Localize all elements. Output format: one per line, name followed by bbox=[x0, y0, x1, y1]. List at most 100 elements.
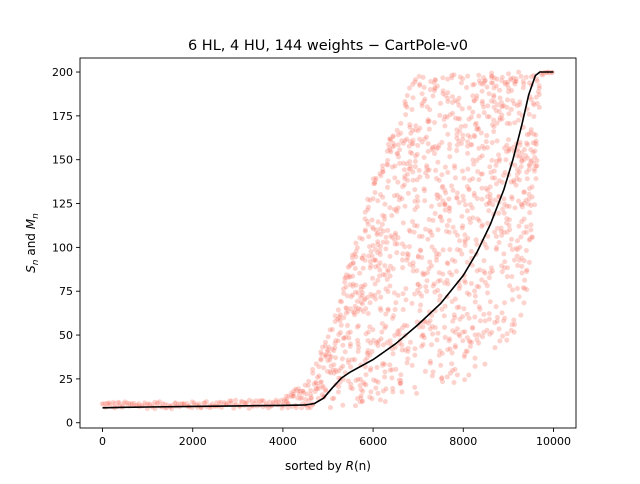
scatter-point bbox=[483, 138, 490, 145]
scatter-point bbox=[385, 141, 392, 148]
scatter-point bbox=[473, 157, 480, 164]
scatter-point bbox=[404, 171, 411, 177]
scatter-point bbox=[401, 166, 408, 173]
scatter-point bbox=[528, 221, 534, 228]
scatter-point bbox=[399, 264, 406, 271]
scatter-point bbox=[421, 135, 428, 142]
scatter-point bbox=[384, 162, 391, 168]
scatter-point bbox=[350, 281, 357, 287]
scatter-point bbox=[501, 229, 507, 236]
scatter-point bbox=[370, 225, 377, 232]
scatter-point bbox=[464, 150, 471, 157]
scatter-point bbox=[379, 194, 386, 200]
scatter-point bbox=[467, 141, 474, 148]
scatter-point bbox=[411, 229, 418, 235]
scatter-point bbox=[442, 123, 448, 129]
scatter-point bbox=[366, 352, 373, 358]
scatter-point bbox=[480, 311, 487, 318]
scatter-point bbox=[471, 81, 478, 88]
scatter-point bbox=[456, 95, 462, 101]
scatter-point bbox=[449, 93, 456, 100]
scatter-point bbox=[362, 305, 369, 312]
scatter-point bbox=[409, 300, 415, 307]
scatter-point bbox=[519, 263, 525, 270]
scatter-point bbox=[512, 204, 518, 211]
scatter-point bbox=[421, 185, 427, 192]
scatter-point bbox=[499, 206, 506, 212]
scatter-point bbox=[456, 304, 462, 310]
scatter-points bbox=[99, 69, 555, 412]
scatter-point bbox=[407, 130, 414, 136]
scatter-point bbox=[425, 148, 432, 155]
scatter-point bbox=[505, 148, 512, 154]
scatter-point bbox=[493, 162, 499, 169]
scatter-point bbox=[416, 167, 423, 174]
scatter-point bbox=[319, 391, 326, 398]
scatter-point bbox=[506, 120, 513, 127]
scatter-point bbox=[383, 245, 389, 252]
scatter-point bbox=[414, 142, 421, 149]
scatter-point bbox=[331, 344, 338, 351]
x-label-var: R bbox=[346, 459, 354, 473]
scatter-point bbox=[381, 216, 388, 223]
scatter-point bbox=[523, 140, 530, 146]
scatter-point bbox=[459, 136, 466, 142]
scatter-point bbox=[335, 383, 342, 390]
scatter-point bbox=[459, 329, 466, 335]
scatter-point bbox=[496, 239, 502, 246]
scatter-point bbox=[533, 141, 540, 148]
scatter-point bbox=[309, 370, 316, 376]
scatter-point bbox=[320, 364, 327, 371]
scatter-point bbox=[414, 267, 420, 274]
scatter-point bbox=[342, 348, 349, 355]
scatter-point bbox=[498, 232, 505, 239]
scatter-point bbox=[513, 182, 519, 188]
y-label-s-sub: n bbox=[31, 259, 41, 265]
scatter-point bbox=[442, 334, 449, 341]
scatter-point bbox=[450, 224, 456, 230]
scatter-point bbox=[369, 253, 375, 259]
scatter-point bbox=[401, 181, 408, 188]
scatter-point bbox=[472, 299, 479, 305]
scatter-point bbox=[338, 322, 345, 328]
scatter-point bbox=[380, 168, 386, 175]
scatter-point bbox=[492, 344, 498, 351]
scatter-point bbox=[475, 340, 482, 346]
scatter-point bbox=[436, 177, 443, 184]
scatter-point bbox=[459, 213, 465, 220]
scatter-point bbox=[377, 396, 384, 403]
scatter-point bbox=[489, 268, 496, 274]
scatter-point bbox=[437, 277, 444, 284]
scatter-point bbox=[491, 168, 498, 174]
scatter-point bbox=[480, 104, 487, 110]
scatter-point bbox=[461, 353, 468, 360]
scatter-point bbox=[446, 205, 453, 211]
scatter-point bbox=[347, 305, 354, 312]
scatter-point bbox=[493, 303, 499, 310]
scatter-point bbox=[469, 205, 476, 211]
scatter-point bbox=[422, 96, 428, 102]
scatter-point bbox=[412, 158, 419, 165]
scatter-point bbox=[516, 223, 522, 229]
scatter-point bbox=[516, 177, 523, 183]
scatter-point bbox=[439, 171, 445, 178]
scatter-point bbox=[404, 348, 411, 355]
scatter-point bbox=[407, 163, 414, 169]
scatter-point bbox=[459, 337, 466, 344]
scatter-point bbox=[486, 114, 493, 120]
scatter-point bbox=[439, 271, 446, 277]
scatter-point bbox=[387, 253, 393, 260]
scatter-point bbox=[516, 293, 522, 300]
scatter-point bbox=[349, 283, 356, 289]
scatter-point bbox=[339, 355, 346, 362]
scatter-point bbox=[458, 80, 465, 86]
scatter-point bbox=[451, 162, 458, 169]
scatter-point bbox=[528, 202, 534, 209]
scatter-point bbox=[347, 343, 354, 350]
scatter-point bbox=[331, 361, 337, 368]
scatter-point bbox=[466, 215, 473, 222]
scatter-point bbox=[452, 296, 459, 302]
scatter-point bbox=[372, 246, 379, 253]
scatter-point bbox=[431, 87, 438, 94]
scatter-point bbox=[444, 260, 451, 266]
